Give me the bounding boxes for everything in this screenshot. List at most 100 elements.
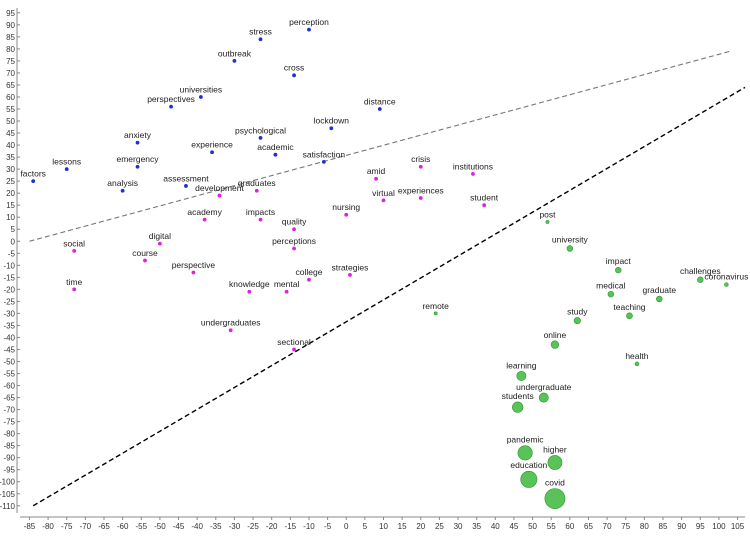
- y-tick-label: -30: [3, 309, 15, 318]
- y-tick-label: -105: [0, 490, 16, 499]
- reference-lines: [29, 50, 746, 507]
- data-point-impacts: [258, 217, 263, 222]
- data-point-perspective: [191, 270, 196, 275]
- trend-line-2: [32, 86, 746, 507]
- data-point-course: [143, 258, 147, 263]
- point-label-academy: academy: [187, 207, 222, 217]
- x-tick-label: -15: [285, 522, 297, 531]
- data-point-amid: [374, 176, 378, 181]
- data-point-institutions: [471, 172, 475, 176]
- y-tick-label: 15: [6, 201, 15, 210]
- point-label-sectional: sectional: [277, 337, 311, 347]
- y-tick-label: 55: [6, 105, 15, 114]
- point-label-college: college: [295, 267, 322, 277]
- x-tick-label: -50: [154, 522, 166, 531]
- point-label-course: course: [132, 248, 158, 258]
- x-tick-label: 25: [435, 522, 444, 531]
- x-tick-label: 40: [491, 522, 500, 531]
- y-tick-label: 40: [6, 141, 15, 150]
- point-label-assessment: assessment: [163, 173, 209, 183]
- data-point-perception: [307, 27, 311, 32]
- point-label-pandemic: pandemic: [507, 435, 545, 445]
- y-tick-label: -80: [3, 430, 15, 439]
- x-tick-label: 15: [398, 522, 407, 531]
- x-tick-label: -30: [229, 522, 241, 531]
- point-label-lockdown: lockdown: [314, 116, 350, 126]
- data-points: [31, 27, 729, 509]
- point-label-stress: stress: [249, 27, 272, 37]
- x-tick-label: -60: [117, 522, 129, 531]
- x-tick-label: -10: [303, 522, 315, 531]
- y-tick-label: 5: [11, 225, 16, 234]
- x-tick-label: 60: [565, 522, 574, 531]
- point-label-outbreak: outbreak: [218, 48, 252, 58]
- y-tick-label: -5: [8, 249, 16, 258]
- y-tick-label: -20: [3, 285, 15, 294]
- x-tick-label: 75: [621, 522, 630, 531]
- y-tick-label: -55: [3, 370, 15, 379]
- point-label-perspective: perspective: [172, 260, 216, 270]
- x-tick-label: 85: [659, 522, 668, 531]
- point-label-digital: digital: [149, 231, 171, 241]
- y-tick-label: -85: [3, 442, 15, 451]
- y-tick-label: 0: [11, 237, 16, 246]
- data-point-graduate: [656, 295, 663, 303]
- data-point-social: [72, 248, 77, 253]
- y-tick-label: 75: [6, 57, 15, 66]
- point-label-medical: medical: [596, 280, 625, 290]
- point-label-experiences: experiences: [398, 185, 444, 195]
- x-tick-label: -40: [191, 522, 203, 531]
- y-tick-label: 25: [6, 177, 15, 186]
- y-tick-label: -25: [3, 297, 15, 306]
- point-label-satisfaction: satisfaction: [303, 149, 346, 159]
- data-point-experience: [210, 150, 214, 155]
- y-tick-label: -95: [3, 466, 15, 475]
- y-tick-label: -50: [3, 358, 15, 367]
- data-point-knowledge: [247, 289, 252, 294]
- data-point-undergraduates: [228, 328, 233, 333]
- data-point-virtual: [381, 198, 386, 203]
- data-point-assessment: [184, 184, 188, 188]
- x-tick-label: 35: [472, 522, 481, 531]
- data-point-health: [634, 361, 640, 367]
- y-tick-label: 20: [6, 189, 15, 198]
- point-label-students: students: [502, 391, 534, 401]
- point-label-distance: distance: [364, 96, 396, 106]
- point-label-education: education: [510, 460, 547, 470]
- trend-line-1: [29, 50, 731, 242]
- x-tick-label: -20: [266, 522, 278, 531]
- x-tick-label: 10: [379, 522, 388, 531]
- data-point-lockdown: [329, 126, 334, 131]
- point-label-cross: cross: [284, 63, 304, 73]
- data-point-graduates: [254, 188, 259, 193]
- y-tick-label: 90: [6, 21, 15, 30]
- data-point-development: [217, 193, 222, 198]
- data-point-learning: [516, 370, 527, 381]
- x-tick-label: 90: [677, 522, 686, 531]
- x-tick-label: -5: [324, 522, 332, 531]
- point-label-factors: factors: [20, 169, 46, 179]
- point-label-experience: experience: [191, 140, 233, 150]
- x-tick-label: 100: [712, 522, 726, 531]
- y-tick-label: 85: [6, 33, 15, 42]
- data-point-nursing: [344, 212, 349, 217]
- point-label-undergraduate: undergraduate: [516, 382, 572, 392]
- point-label-analysis: analysis: [107, 178, 138, 188]
- x-tick-label: 5: [363, 522, 368, 531]
- data-point-stress: [258, 37, 263, 42]
- y-tick-label: -75: [3, 418, 15, 427]
- y-tick-label: -35: [3, 321, 15, 330]
- y-tick-label: -65: [3, 394, 15, 403]
- axes: 95908580757065605550454035302520151050-5…: [0, 8, 745, 531]
- data-point-challenges: [697, 276, 704, 283]
- y-tick-label: -60: [3, 382, 15, 391]
- point-label-undergraduates: undergraduates: [201, 318, 261, 328]
- point-label-anxiety: anxiety: [124, 130, 152, 140]
- y-tick-label: 35: [6, 153, 15, 162]
- point-label-development: development: [195, 183, 244, 193]
- y-tick-label: 95: [6, 9, 15, 18]
- point-label-emergency: emergency: [116, 154, 159, 164]
- x-tick-label: -25: [247, 522, 259, 531]
- point-label-remote: remote: [422, 301, 449, 311]
